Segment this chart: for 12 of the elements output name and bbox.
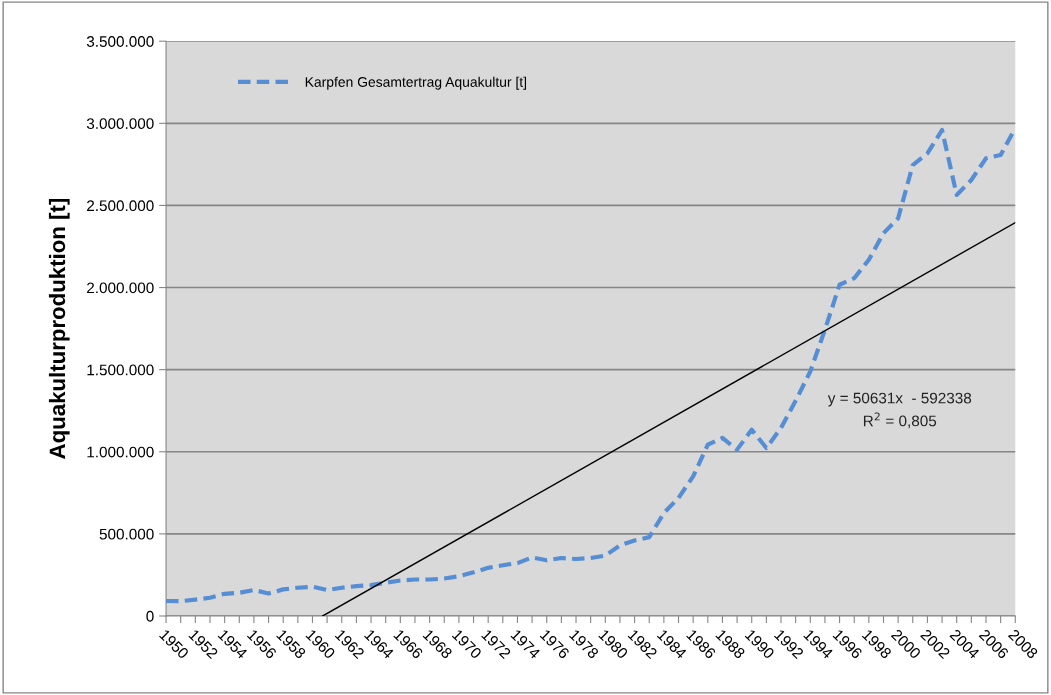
y-tick-label: 1.500.000 [87, 364, 154, 376]
y-tick-label: 3.000.000 [86, 118, 154, 130]
y-tick-label: 3.500.000 [86, 36, 154, 47]
y-axis-title: Aquakulturproduktion [t] [48, 198, 70, 459]
y-tick-label: 1.000.000 [87, 446, 154, 458]
annotation: R$^{2}$ = 0,805 [863, 412, 937, 429]
y-tick-label: 0 [146, 610, 154, 622]
y-tick-label: 2.500.000 [87, 200, 154, 212]
legend-label: Karpfen Gesamtertrag Aquakultur [t] [305, 76, 527, 90]
y-tick-label: 500.000 [99, 528, 154, 540]
y-tick-label: 2.000.000 [87, 282, 154, 294]
annotation: y = 50631x - 592338 [827, 392, 972, 407]
